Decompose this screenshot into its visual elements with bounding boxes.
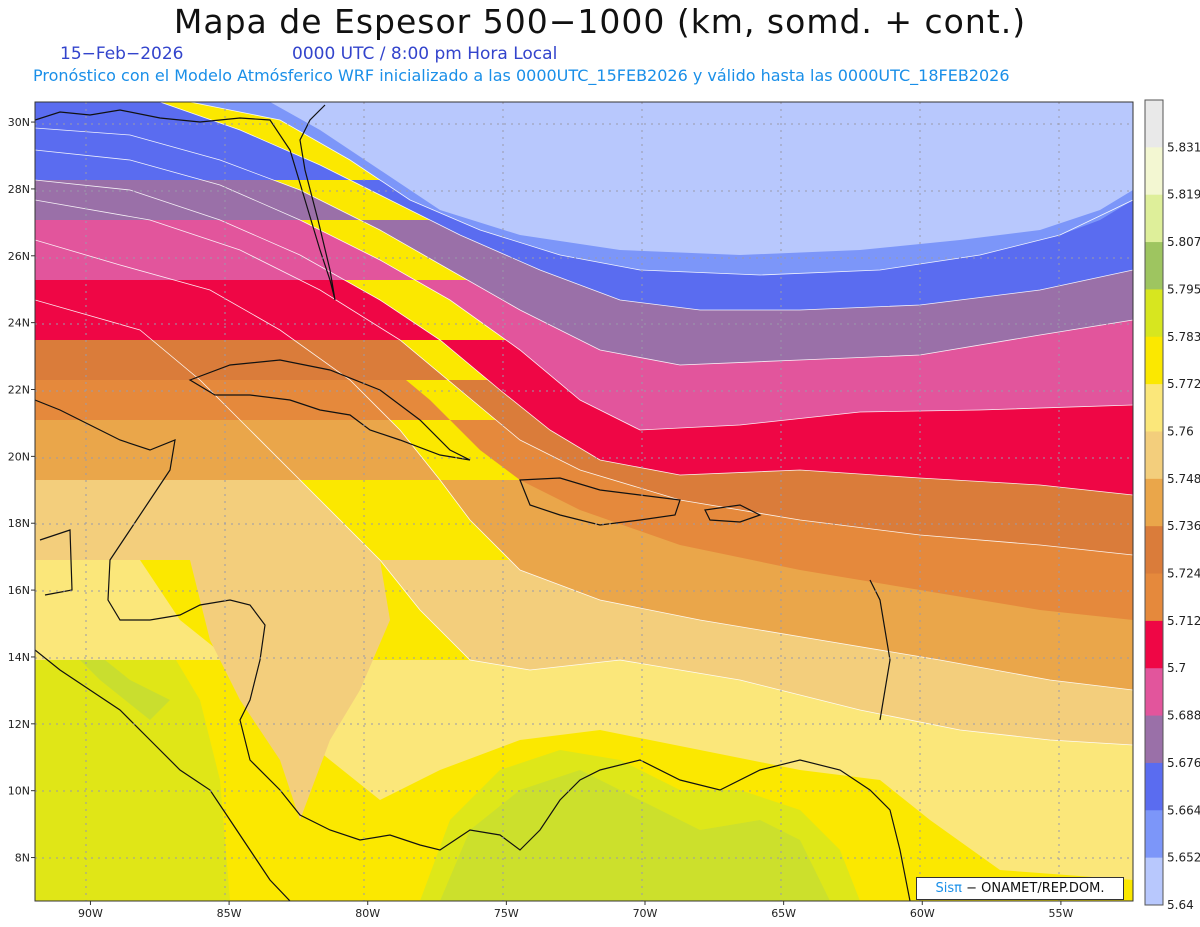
forecast-date: 15−Feb−2026: [60, 44, 184, 64]
lat-tick-label: 14N: [8, 651, 30, 664]
colorbar-label: 5.664: [1167, 803, 1200, 817]
colorbar-swatch: [1145, 242, 1163, 290]
lon-tick-label: 80W: [355, 907, 380, 920]
lat-tick-label: 8N: [15, 852, 30, 865]
colorbar-swatch: [1145, 431, 1163, 480]
colorbar-swatch: [1145, 762, 1163, 811]
lon-tick-label: 55W: [1048, 907, 1073, 920]
colorbar-swatch: [1145, 668, 1163, 717]
lat-tick-label: 16N: [8, 584, 30, 597]
colorbar-label: 5.807: [1167, 235, 1200, 249]
colorbar-label: 5.64: [1167, 898, 1194, 912]
lat-tick-label: 20N: [8, 450, 30, 463]
colorbar-swatch: [1145, 857, 1163, 906]
colorbar-swatch: [1145, 715, 1163, 764]
colorbar-label: 5.724: [1167, 567, 1200, 581]
colorbar-swatch: [1145, 194, 1163, 243]
lat-tick-label: 26N: [8, 250, 30, 263]
colorbar-label: 5.76: [1167, 424, 1194, 438]
credit-brand: Sisπ: [935, 881, 962, 896]
map-title: Mapa de Espesor 500−1000 (km, somd. + co…: [173, 2, 1027, 41]
colorbar-label: 5.819: [1167, 188, 1200, 202]
colorbar-swatch: [1145, 573, 1163, 622]
colorbar-label: 5.652: [1167, 851, 1200, 865]
colorbar-label: 5.7: [1167, 661, 1186, 675]
colorbar-label: 5.748: [1167, 472, 1200, 486]
forecast-time: 0000 UTC / 8:00 pm Hora Local: [292, 44, 558, 64]
lon-tick-label: 70W: [633, 907, 658, 920]
latitude-axis: 30N 28N 26N 24N 22N 20N 18N 16N 14N 12N 10N 8N: [8, 116, 35, 865]
plot-frame: [34, 101, 1134, 902]
colorbar-label: 5.688: [1167, 709, 1200, 723]
lon-tick-label: 65W: [771, 907, 796, 920]
colorbar-swatch: [1145, 289, 1163, 338]
colorbar-swatch: [1145, 526, 1163, 575]
lat-tick-label: 24N: [8, 317, 30, 330]
lat-tick-label: 12N: [8, 718, 30, 731]
lat-tick-label: 30N: [8, 116, 30, 129]
lon-tick-label: 90W: [78, 907, 103, 920]
thickness-field: [35, 102, 1133, 901]
graticule: [35, 102, 1133, 901]
colorbar-frame: [1144, 99, 1164, 906]
coastlines: [35, 104, 911, 901]
forecast-subtitle: Pronóstico con el Modelo Atmósferico WRF…: [33, 66, 1010, 85]
colorbar-label: 5.772: [1167, 377, 1200, 391]
lon-tick-label: 60W: [910, 907, 935, 920]
colorbar: 5.831 5.819 5.807 5.795 5.783 5.772 5.76 5.748 5…: [1144, 99, 1200, 912]
lat-tick-label: 10N: [8, 785, 30, 798]
colorbar-swatch: [1145, 478, 1163, 527]
colorbar-swatch: [1145, 810, 1163, 859]
colorbar-label: 5.783: [1167, 330, 1200, 344]
colorbar-swatch: [1145, 336, 1163, 385]
lon-tick-label: 75W: [494, 907, 519, 920]
colorbar-label: 5.736: [1167, 519, 1200, 533]
colorbar-swatch: [1145, 384, 1163, 432]
colorbar-label: 5.795: [1167, 282, 1200, 296]
colorbar-label: 5.712: [1167, 614, 1200, 628]
colorbar-swatch: [1145, 620, 1163, 669]
lon-tick-label: 85W: [217, 907, 242, 920]
colorbar-swatch: [1145, 100, 1163, 148]
colorbar-label: 5.831: [1167, 140, 1200, 154]
colorbar-label: 5.676: [1167, 756, 1200, 770]
colorbar-swatch: [1145, 147, 1163, 196]
lat-tick-label: 18N: [8, 517, 30, 530]
lat-tick-label: 22N: [8, 384, 30, 397]
lat-tick-label: 28N: [8, 183, 30, 196]
credit-box: Sisπ − ONAMET/REP.DOM.: [916, 877, 1124, 900]
longitude-axis: 90W 85W 80W 75W 70W 65W 60W 55W: [78, 901, 1073, 920]
credit-text: − ONAMET/REP.DOM.: [966, 881, 1105, 896]
